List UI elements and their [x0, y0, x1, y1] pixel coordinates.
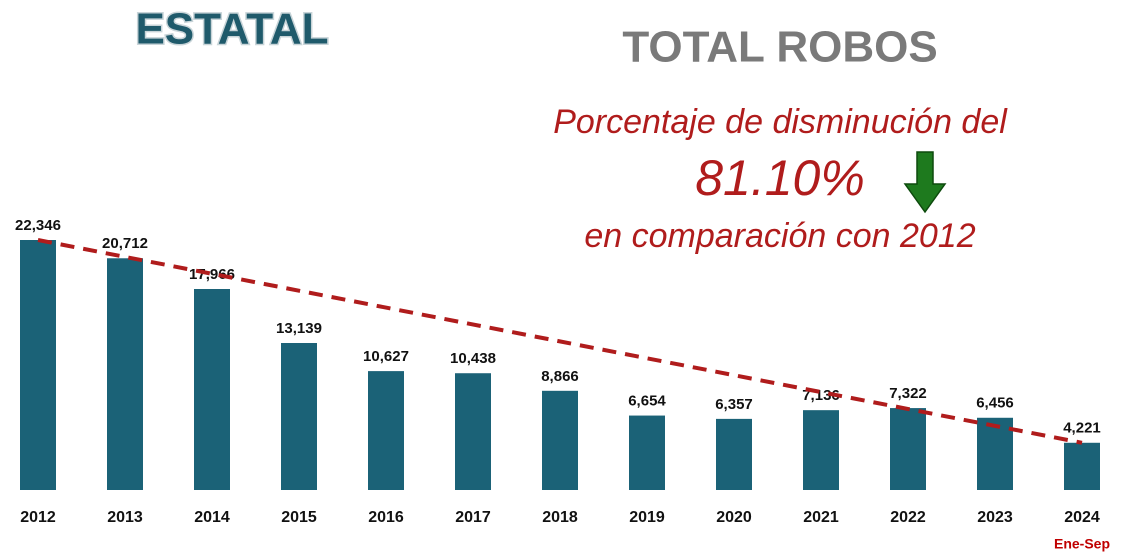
- value-label: 13,139: [276, 320, 322, 337]
- x-tick-label: 2022: [890, 509, 926, 526]
- down-arrow: [903, 151, 947, 214]
- bar: [368, 371, 404, 490]
- x-tick-label: 2015: [281, 509, 317, 526]
- bar: [194, 289, 230, 490]
- x-tick-label: 2020: [716, 509, 752, 526]
- value-label: 6,357: [715, 396, 753, 413]
- annotation: 81.10%: [695, 150, 865, 206]
- x-tick-label: 2018: [542, 509, 578, 526]
- bar: [803, 410, 839, 490]
- value-label: 10,438: [450, 350, 496, 367]
- bar: [1064, 442, 1100, 490]
- x-tick-label: 2017: [455, 509, 491, 526]
- x-tick-label: 2012: [20, 509, 56, 526]
- bar: [629, 415, 665, 490]
- value-label: 20,712: [102, 235, 148, 252]
- bar: [716, 418, 752, 490]
- bar: [977, 417, 1013, 490]
- bar: [107, 258, 143, 490]
- bar: [542, 390, 578, 490]
- x-tick-label: 2024: [1064, 509, 1100, 526]
- value-label: 8,866: [541, 368, 579, 385]
- category-note: Ene-Sep: [1054, 536, 1110, 552]
- x-tick-label: 2023: [977, 509, 1013, 526]
- x-tick-label: 2014: [194, 509, 230, 526]
- value-label: 10,627: [363, 348, 409, 365]
- value-label: 7,322: [889, 385, 927, 402]
- x-tick-label: 2016: [368, 509, 404, 526]
- value-label: 4,221: [1063, 420, 1101, 437]
- bar: [455, 373, 491, 490]
- bar: [281, 343, 317, 490]
- bar: [20, 240, 56, 490]
- value-label: 17,966: [189, 266, 235, 283]
- heading: ESTATAL: [135, 5, 328, 54]
- bar: [890, 408, 926, 490]
- value-label: 22,346: [15, 217, 61, 234]
- annotation: Porcentaje de disminución del: [553, 103, 1008, 141]
- value-label: 6,654: [628, 393, 666, 410]
- chart-title: TOTAL ROBOS: [622, 23, 937, 72]
- x-tick-label: 2021: [803, 509, 839, 526]
- value-label: 6,456: [976, 395, 1014, 412]
- annotation: en comparación con 2012: [584, 217, 975, 255]
- x-tick-label: 2013: [107, 509, 143, 526]
- trend-line: [37, 238, 1083, 445]
- x-tick-label: 2019: [629, 509, 665, 526]
